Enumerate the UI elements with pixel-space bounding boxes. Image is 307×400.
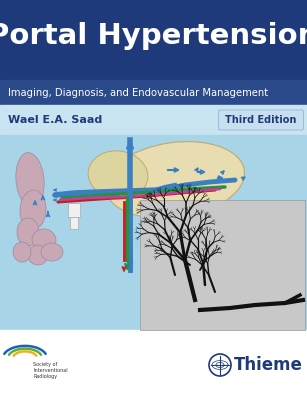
Bar (0, 105, 307, 135)
Text: Wael E.A. Saad: Wael E.A. Saad (8, 115, 102, 125)
Ellipse shape (13, 242, 31, 262)
Ellipse shape (41, 243, 63, 261)
Bar (0, 0, 307, 80)
Ellipse shape (17, 218, 39, 246)
FancyBboxPatch shape (219, 110, 304, 130)
Text: Society of
Interventional
Radiology: Society of Interventional Radiology (33, 362, 68, 378)
Ellipse shape (106, 142, 244, 218)
Ellipse shape (32, 229, 56, 251)
Text: Imaging, Diagnosis, and Endovascular Management: Imaging, Diagnosis, and Endovascular Man… (8, 88, 268, 98)
Bar (0, 80, 307, 105)
Bar (70, 217, 78, 229)
Ellipse shape (16, 152, 44, 208)
Bar (0, 330, 307, 400)
Bar (68, 203, 80, 217)
Ellipse shape (20, 190, 46, 230)
Text: Third Edition: Third Edition (225, 115, 297, 125)
Bar (0, 135, 307, 330)
Bar (140, 200, 305, 330)
Ellipse shape (88, 151, 148, 199)
Text: Portal Hypertension: Portal Hypertension (0, 22, 307, 50)
Text: Thieme: Thieme (234, 356, 303, 374)
Ellipse shape (28, 245, 48, 265)
